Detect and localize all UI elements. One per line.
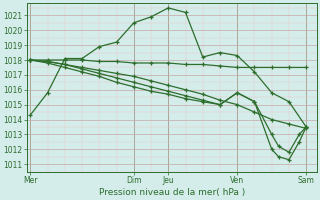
X-axis label: Pression niveau de la mer( hPa ): Pression niveau de la mer( hPa ) — [99, 188, 245, 197]
